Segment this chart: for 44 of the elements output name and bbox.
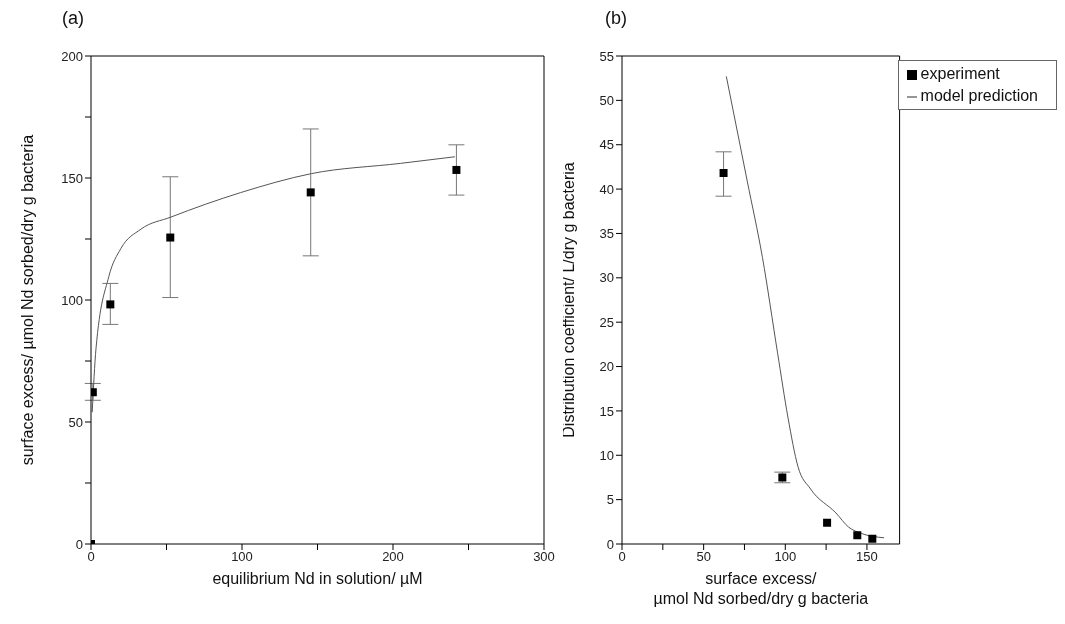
x-tick-label: 150 — [856, 549, 878, 565]
y-tick-label: 0 — [606, 536, 614, 552]
chart-title: (b) — [605, 8, 627, 29]
point — [166, 233, 175, 242]
x-tick-label: 0 — [87, 549, 95, 565]
point — [452, 165, 461, 174]
y-tick-label: 35 — [599, 226, 614, 242]
y-tick-label: 40 — [599, 181, 614, 197]
legend-label: model prediction — [920, 87, 1038, 104]
chart-title: (a) — [62, 8, 84, 29]
y-tick-label: 0 — [75, 536, 83, 552]
point — [868, 534, 877, 543]
y-tick-label: 55 — [599, 48, 614, 64]
y-tick-label: 20 — [599, 359, 614, 375]
y-tick-label: 10 — [599, 447, 614, 463]
y-tick-label: 5 — [606, 492, 614, 508]
y-tick-label: 15 — [599, 403, 614, 419]
x-tick-label: 100 — [231, 549, 253, 565]
y-axis-title: Distribution coefficient/ L/dry g bacteria — [559, 162, 577, 438]
y-tick-label: 150 — [61, 170, 83, 186]
y-tick-label: 25 — [599, 314, 614, 330]
y-tick-label: 50 — [68, 414, 83, 430]
x-tick-label: 50 — [696, 549, 711, 565]
legend-label: experiment — [920, 65, 1000, 82]
point — [719, 169, 728, 178]
x-tick-label: 300 — [533, 549, 555, 565]
x-axis-title: equilibrium Nd in solution/ µM — [212, 570, 423, 587]
point — [306, 188, 315, 197]
y-tick-label: 50 — [599, 92, 614, 108]
point — [778, 473, 787, 482]
y-tick-label: 45 — [599, 137, 614, 153]
y-axis-title: surface excess/ µmol Nd sorbed/dry g bacteria — [18, 134, 36, 466]
point — [853, 531, 862, 540]
y-tick-label: 200 — [61, 48, 83, 64]
line-series — [725, 75, 885, 539]
x-axis-title: surface excess/ µmol Nd sorbed/dry g bacteria — [653, 570, 869, 607]
y-tick-label: 100 — [61, 292, 83, 308]
line-series — [91, 156, 456, 413]
x-tick-label: 200 — [382, 549, 404, 565]
x-tick-label: 100 — [774, 549, 797, 565]
x-tick-label: 0 — [618, 549, 626, 565]
y-tick-label: 30 — [599, 270, 614, 286]
point — [106, 300, 115, 309]
point — [823, 518, 832, 527]
